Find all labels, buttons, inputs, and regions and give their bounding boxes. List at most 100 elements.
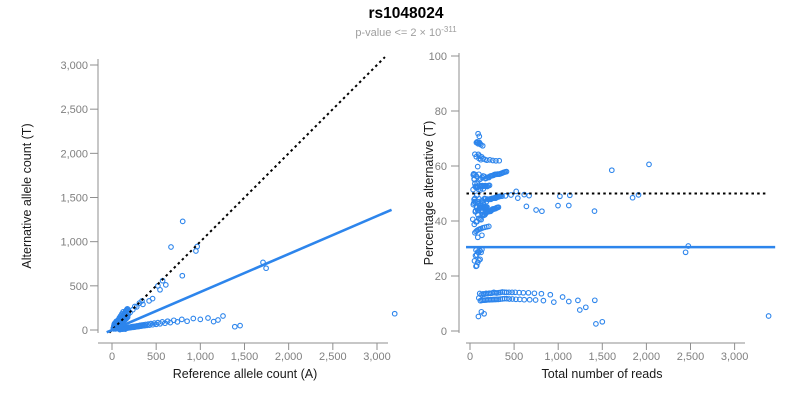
percentage-data-point	[525, 289, 532, 296]
percentage-data-point	[495, 204, 502, 211]
percentage-data-point	[608, 167, 615, 174]
percentage-y-axis-title: Percentage alternative (T)	[422, 121, 436, 266]
percentage-data-point	[526, 296, 533, 303]
counts-data-point	[174, 319, 181, 325]
counts-data-point	[205, 315, 211, 321]
percentage-data-point	[646, 161, 652, 168]
counts-y-tick-label: 1,000	[60, 237, 88, 249]
percentage-data-point	[565, 298, 572, 305]
percentage-data-point	[508, 192, 514, 198]
counts-data-point	[197, 316, 204, 323]
percentage-data-point	[765, 313, 772, 319]
percentage-data-point	[473, 263, 480, 269]
percentage-x-tick-label: 0	[467, 351, 473, 363]
percentage-y-tick-label: 0	[441, 326, 447, 338]
counts-data-point	[140, 301, 146, 308]
counts-y-tick-label: 0	[82, 325, 88, 337]
percentage-data-point	[509, 289, 515, 296]
percentage-data-point	[475, 130, 481, 137]
counts-data-point	[179, 218, 186, 225]
percentage-data-point	[496, 157, 503, 164]
percentage-data-point	[533, 207, 539, 213]
percentage-data-point	[591, 297, 598, 304]
counts-data-point	[111, 320, 118, 327]
percentage-y-tick-label: 100	[429, 51, 447, 63]
percentage-data-point	[576, 307, 583, 313]
percentage-data-point	[503, 168, 510, 175]
percentage-data-point	[531, 290, 538, 297]
percentage-data-point	[555, 202, 561, 209]
counts-data-point	[215, 317, 221, 323]
counts-data-point	[162, 282, 169, 288]
percentage-data-point	[492, 195, 499, 202]
percentage-data-point	[509, 296, 516, 302]
pvalue-subtitle: p-value <= 2 × 10-311	[6, 25, 800, 39]
percentage-data-point	[513, 296, 519, 303]
percentage-data-point	[540, 297, 547, 304]
percentage-data-point	[476, 257, 482, 264]
counts-data-point	[184, 318, 190, 325]
percentage-data-point	[489, 157, 496, 164]
percentage-data-point	[514, 195, 521, 201]
percentage-data-point	[593, 321, 599, 327]
percentage-data-point	[484, 204, 490, 210]
percentage-data-point	[526, 192, 532, 199]
counts-y-tick-label: 2,000	[60, 148, 88, 160]
percentage-data-point	[478, 249, 484, 256]
percentage-x-tick-label: 1,500	[589, 351, 617, 363]
identity-line	[108, 56, 386, 334]
percentage-x-axis-title: Total number of reads	[542, 367, 663, 381]
counts-data-point	[237, 322, 243, 329]
percentage-data-point	[575, 297, 581, 304]
counts-data-point	[391, 310, 398, 317]
counts-y-tick-label: 1,500	[60, 193, 88, 205]
counts-x-axis-title: Reference allele count (A)	[173, 367, 318, 381]
counts-x-tick-label: 2,500	[319, 351, 347, 363]
percentage-data-point	[591, 208, 598, 214]
percentage-data-point	[506, 289, 512, 296]
percentage-y-tick-label: 60	[435, 161, 447, 173]
counts-x-tick-label: 0	[109, 351, 115, 363]
percentage-data-point	[479, 232, 485, 239]
percentage-x-tick-label: 1,000	[544, 351, 572, 363]
page-title: rs1048024	[368, 5, 444, 22]
percentage-data-point	[493, 157, 499, 164]
percentage-data-point	[478, 216, 484, 223]
percentage-data-point	[550, 299, 557, 305]
counts-x-tick-label: 1,500	[231, 351, 259, 363]
percentage-data-point	[532, 297, 539, 303]
percentage-data-point	[559, 294, 566, 300]
percentage-data-point	[513, 188, 520, 195]
pvalue-text: p-value <= 2 × 10	[355, 27, 442, 39]
regression-line	[106, 208, 393, 334]
pvalue-exponent: -311	[441, 25, 457, 34]
counts-data-point	[124, 314, 131, 321]
counts-data-point	[193, 248, 199, 254]
counts-data-point	[159, 319, 166, 325]
counts-data-point	[178, 316, 185, 323]
percentage-x-tick-label: 500	[505, 351, 523, 363]
percentage-data-point	[473, 139, 480, 146]
percentage-data-point	[565, 202, 572, 209]
counts-data-point	[168, 244, 174, 250]
percentage-data-point	[512, 289, 519, 296]
counts-data-point	[120, 309, 126, 315]
percentage-data-point	[486, 157, 493, 163]
percentage-data-point	[503, 289, 510, 296]
counts-y-tick-label: 500	[70, 281, 88, 293]
percentage-data-point	[502, 193, 509, 199]
percentage-y-tick-label: 40	[435, 216, 447, 228]
percentage-data-point	[538, 290, 545, 297]
percentage-data-point	[539, 208, 545, 215]
counts-y-tick-label: 2,500	[60, 104, 88, 116]
percentage-data-point	[503, 295, 510, 302]
percentage-data-point	[521, 296, 528, 303]
percentage-data-point	[477, 156, 484, 163]
percentage-x-tick-label: 2,000	[633, 351, 661, 363]
percentage-data-point	[582, 304, 589, 311]
counts-data-point	[263, 265, 269, 272]
counts-x-tick-label: 500	[147, 351, 165, 363]
percentage-data-point	[486, 182, 493, 189]
percentage-data-point	[523, 203, 530, 210]
